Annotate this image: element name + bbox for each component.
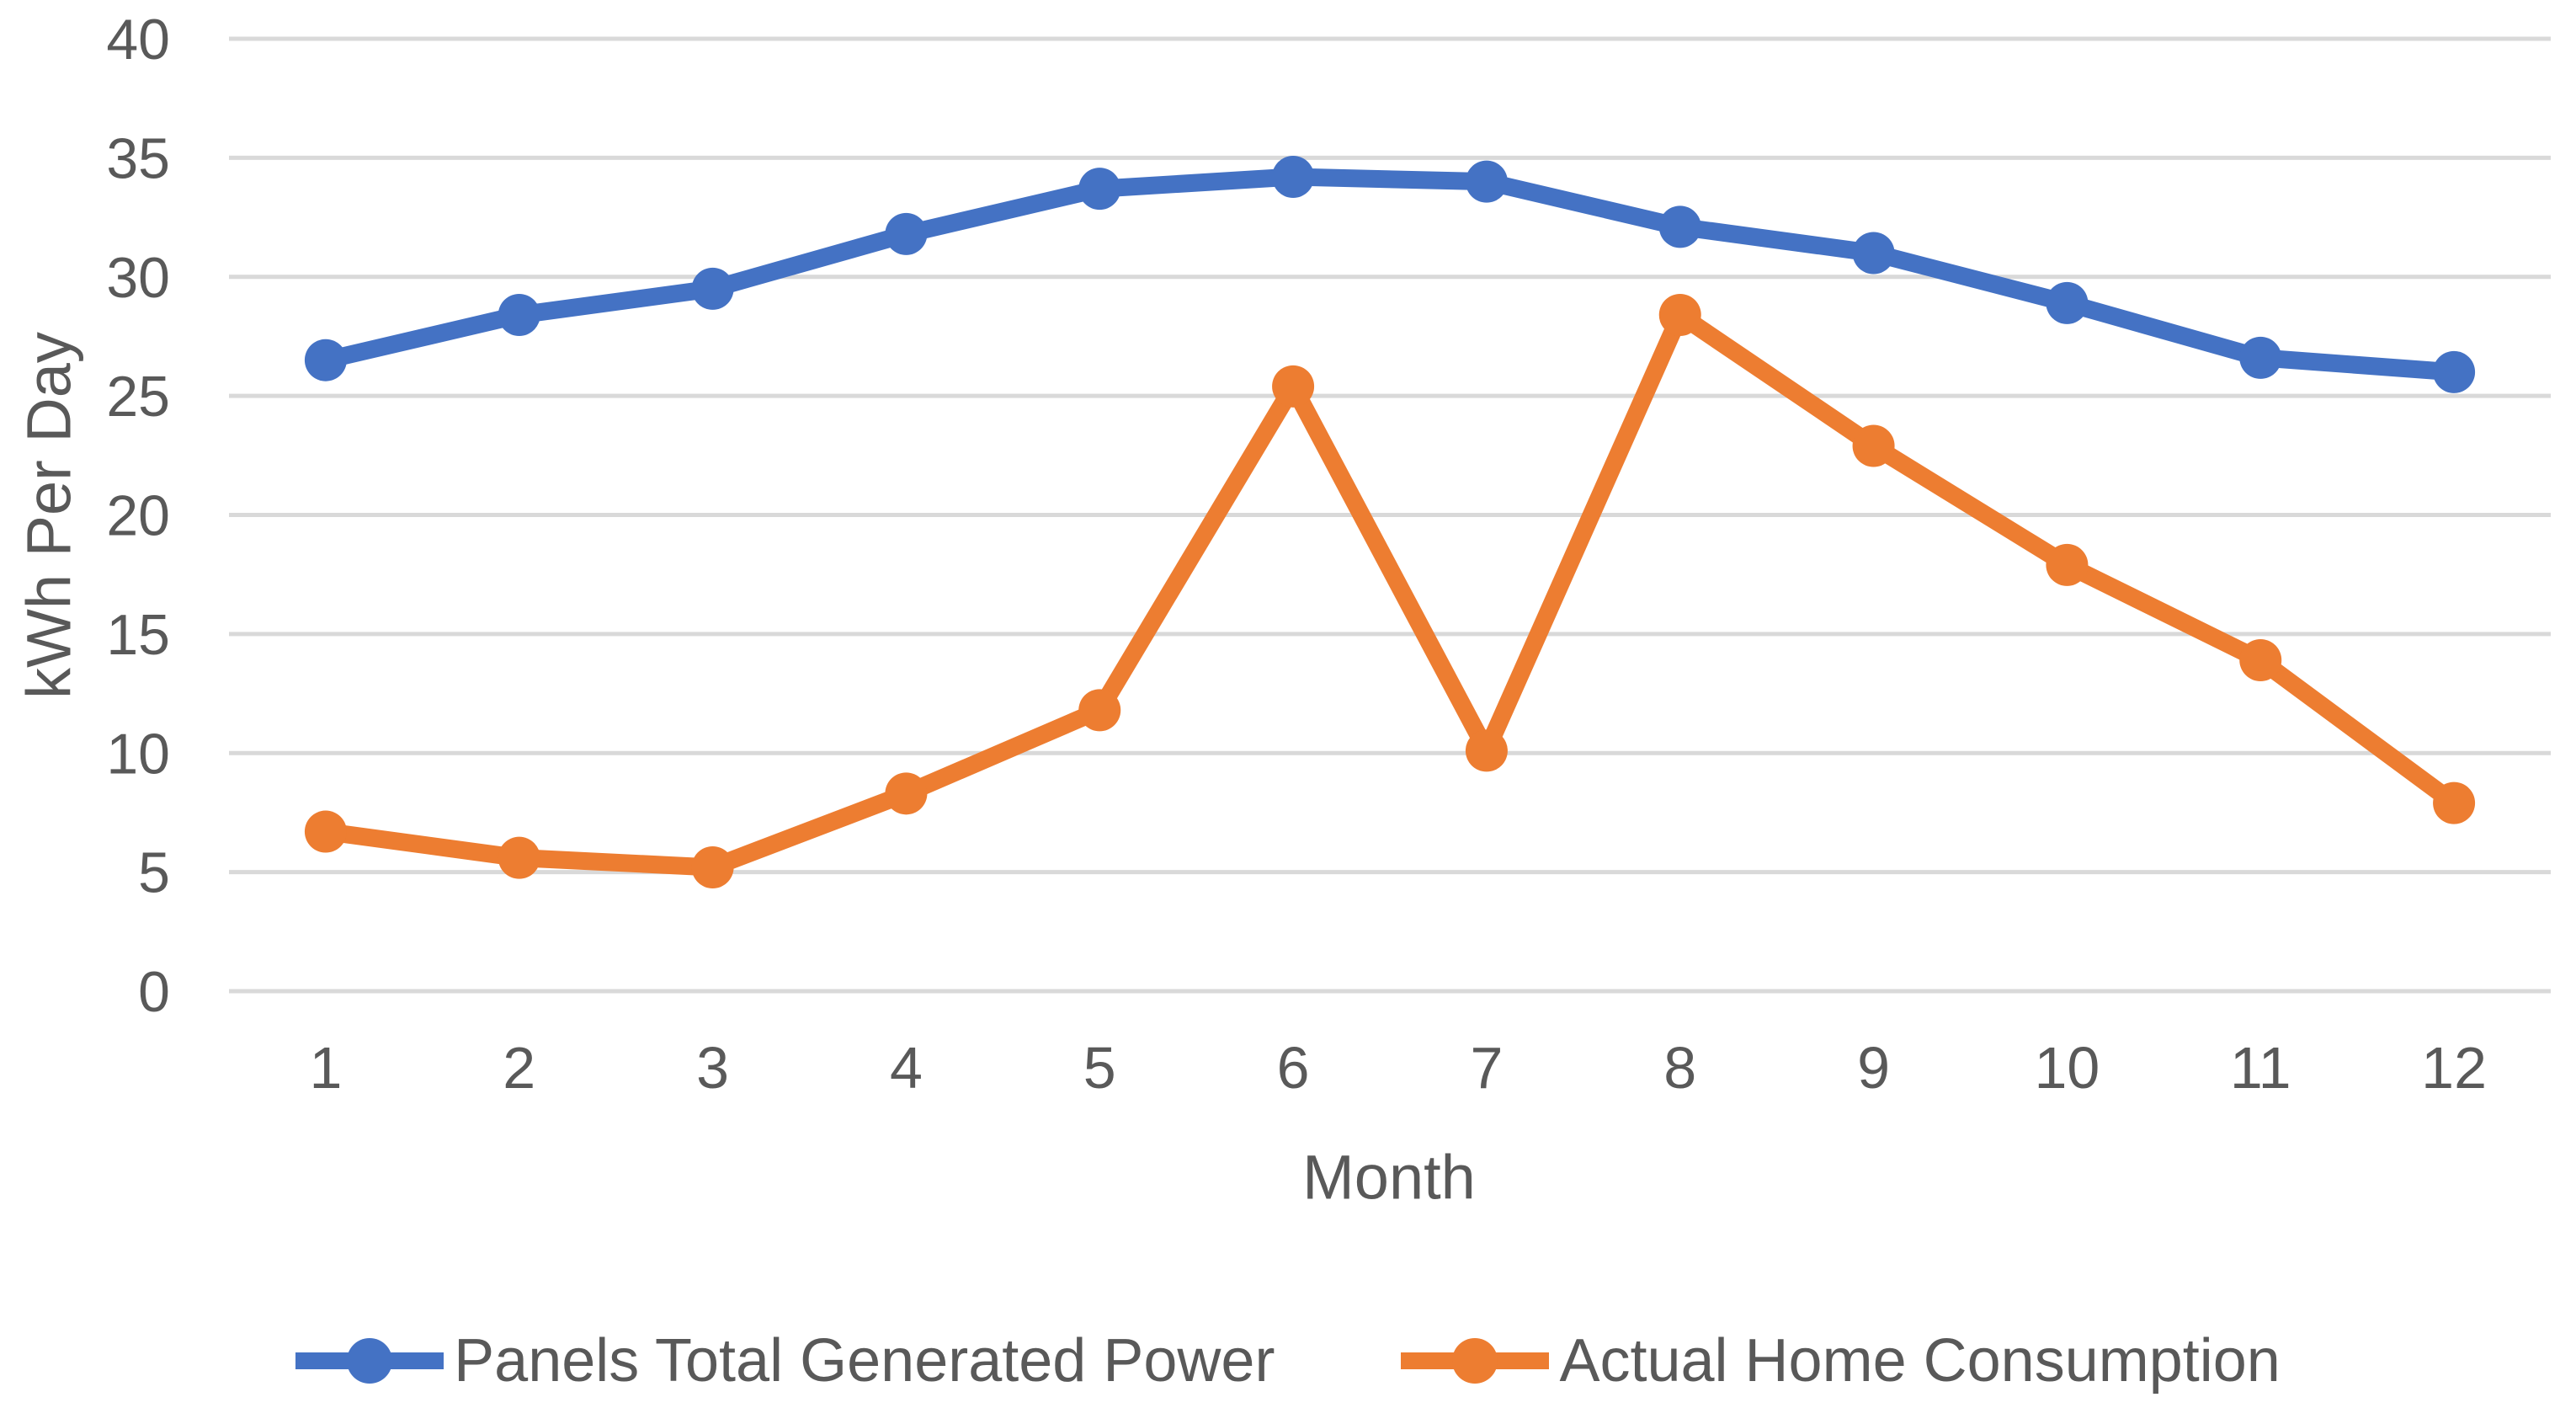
data-point-marker (498, 836, 540, 879)
data-point-marker (1465, 160, 1508, 203)
legend-label: Panels Total Generated Power (454, 1327, 1275, 1395)
data-point-marker (1658, 205, 1701, 248)
legend-line-marker-icon (1401, 1338, 1550, 1384)
x-axis-tick-label: 2 (503, 1035, 535, 1101)
data-point-marker (691, 267, 734, 310)
x-axis-tick-label: 5 (1083, 1035, 1116, 1101)
x-axis-tick-label: 6 (1277, 1035, 1310, 1101)
y-axis-tick-label: 40 (106, 8, 170, 72)
legend-item-actual-home-consumption: Actual Home Consumption (1401, 1323, 2281, 1399)
data-point-marker (1078, 689, 1121, 732)
data-point-marker (2433, 350, 2476, 393)
y-axis-title: kWh Per Day (13, 332, 84, 699)
y-axis-tick-label: 35 (106, 126, 170, 190)
data-point-marker (885, 212, 928, 255)
data-point-marker (691, 845, 734, 888)
x-axis-tick-label: 1 (309, 1035, 342, 1101)
data-point-marker (1658, 293, 1701, 336)
series-line-1 (324, 306, 2460, 877)
data-point-marker (2239, 638, 2282, 681)
data-point-marker (304, 339, 347, 381)
y-axis-tick-label: 0 (138, 960, 170, 1024)
y-axis-tick-label: 30 (106, 246, 170, 310)
x-axis-tick-label: 12 (2421, 1035, 2487, 1101)
y-axis-tick-label: 20 (106, 484, 170, 548)
data-point-marker (304, 810, 347, 853)
legend-label: Actual Home Consumption (1559, 1327, 2281, 1395)
data-point-marker (2239, 336, 2282, 379)
y-axis-tick-label: 15 (106, 603, 170, 667)
x-axis-tick-label: 7 (1470, 1035, 1503, 1101)
x-axis-tick-label: 4 (890, 1035, 923, 1101)
x-axis-tick-label: 8 (1663, 1035, 1696, 1101)
legend-line-marker-icon (295, 1338, 444, 1384)
legend-item-panels-total-generated-power: Panels Total Generated Power (295, 1323, 1275, 1399)
x-axis-tick-label: 11 (2230, 1035, 2291, 1101)
data-point-marker (1852, 424, 1895, 467)
x-axis-tick-label: 9 (1857, 1035, 1890, 1101)
x-axis-title: Month (1302, 1142, 1476, 1213)
data-point-marker (2433, 781, 2476, 824)
x-axis-tick-label: 3 (696, 1035, 729, 1101)
data-point-marker (498, 293, 540, 336)
y-axis-tick-label: 5 (138, 841, 170, 905)
y-axis-tick-label: 10 (106, 722, 170, 786)
series-line-0 (323, 168, 2455, 381)
data-point-marker (1078, 168, 1121, 211)
data-point-marker (1272, 155, 1315, 198)
data-point-marker (2046, 281, 2089, 324)
y-axis-tick-label: 25 (106, 365, 170, 429)
data-point-marker (1465, 729, 1508, 772)
x-axis-tick-label: 10 (2034, 1035, 2100, 1101)
data-point-marker (1272, 365, 1315, 408)
data-point-marker (885, 772, 928, 815)
data-point-marker (2046, 543, 2089, 586)
legend: Panels Total Generated Power Actual Home… (0, 1319, 2576, 1403)
data-point-marker (1852, 232, 1895, 275)
